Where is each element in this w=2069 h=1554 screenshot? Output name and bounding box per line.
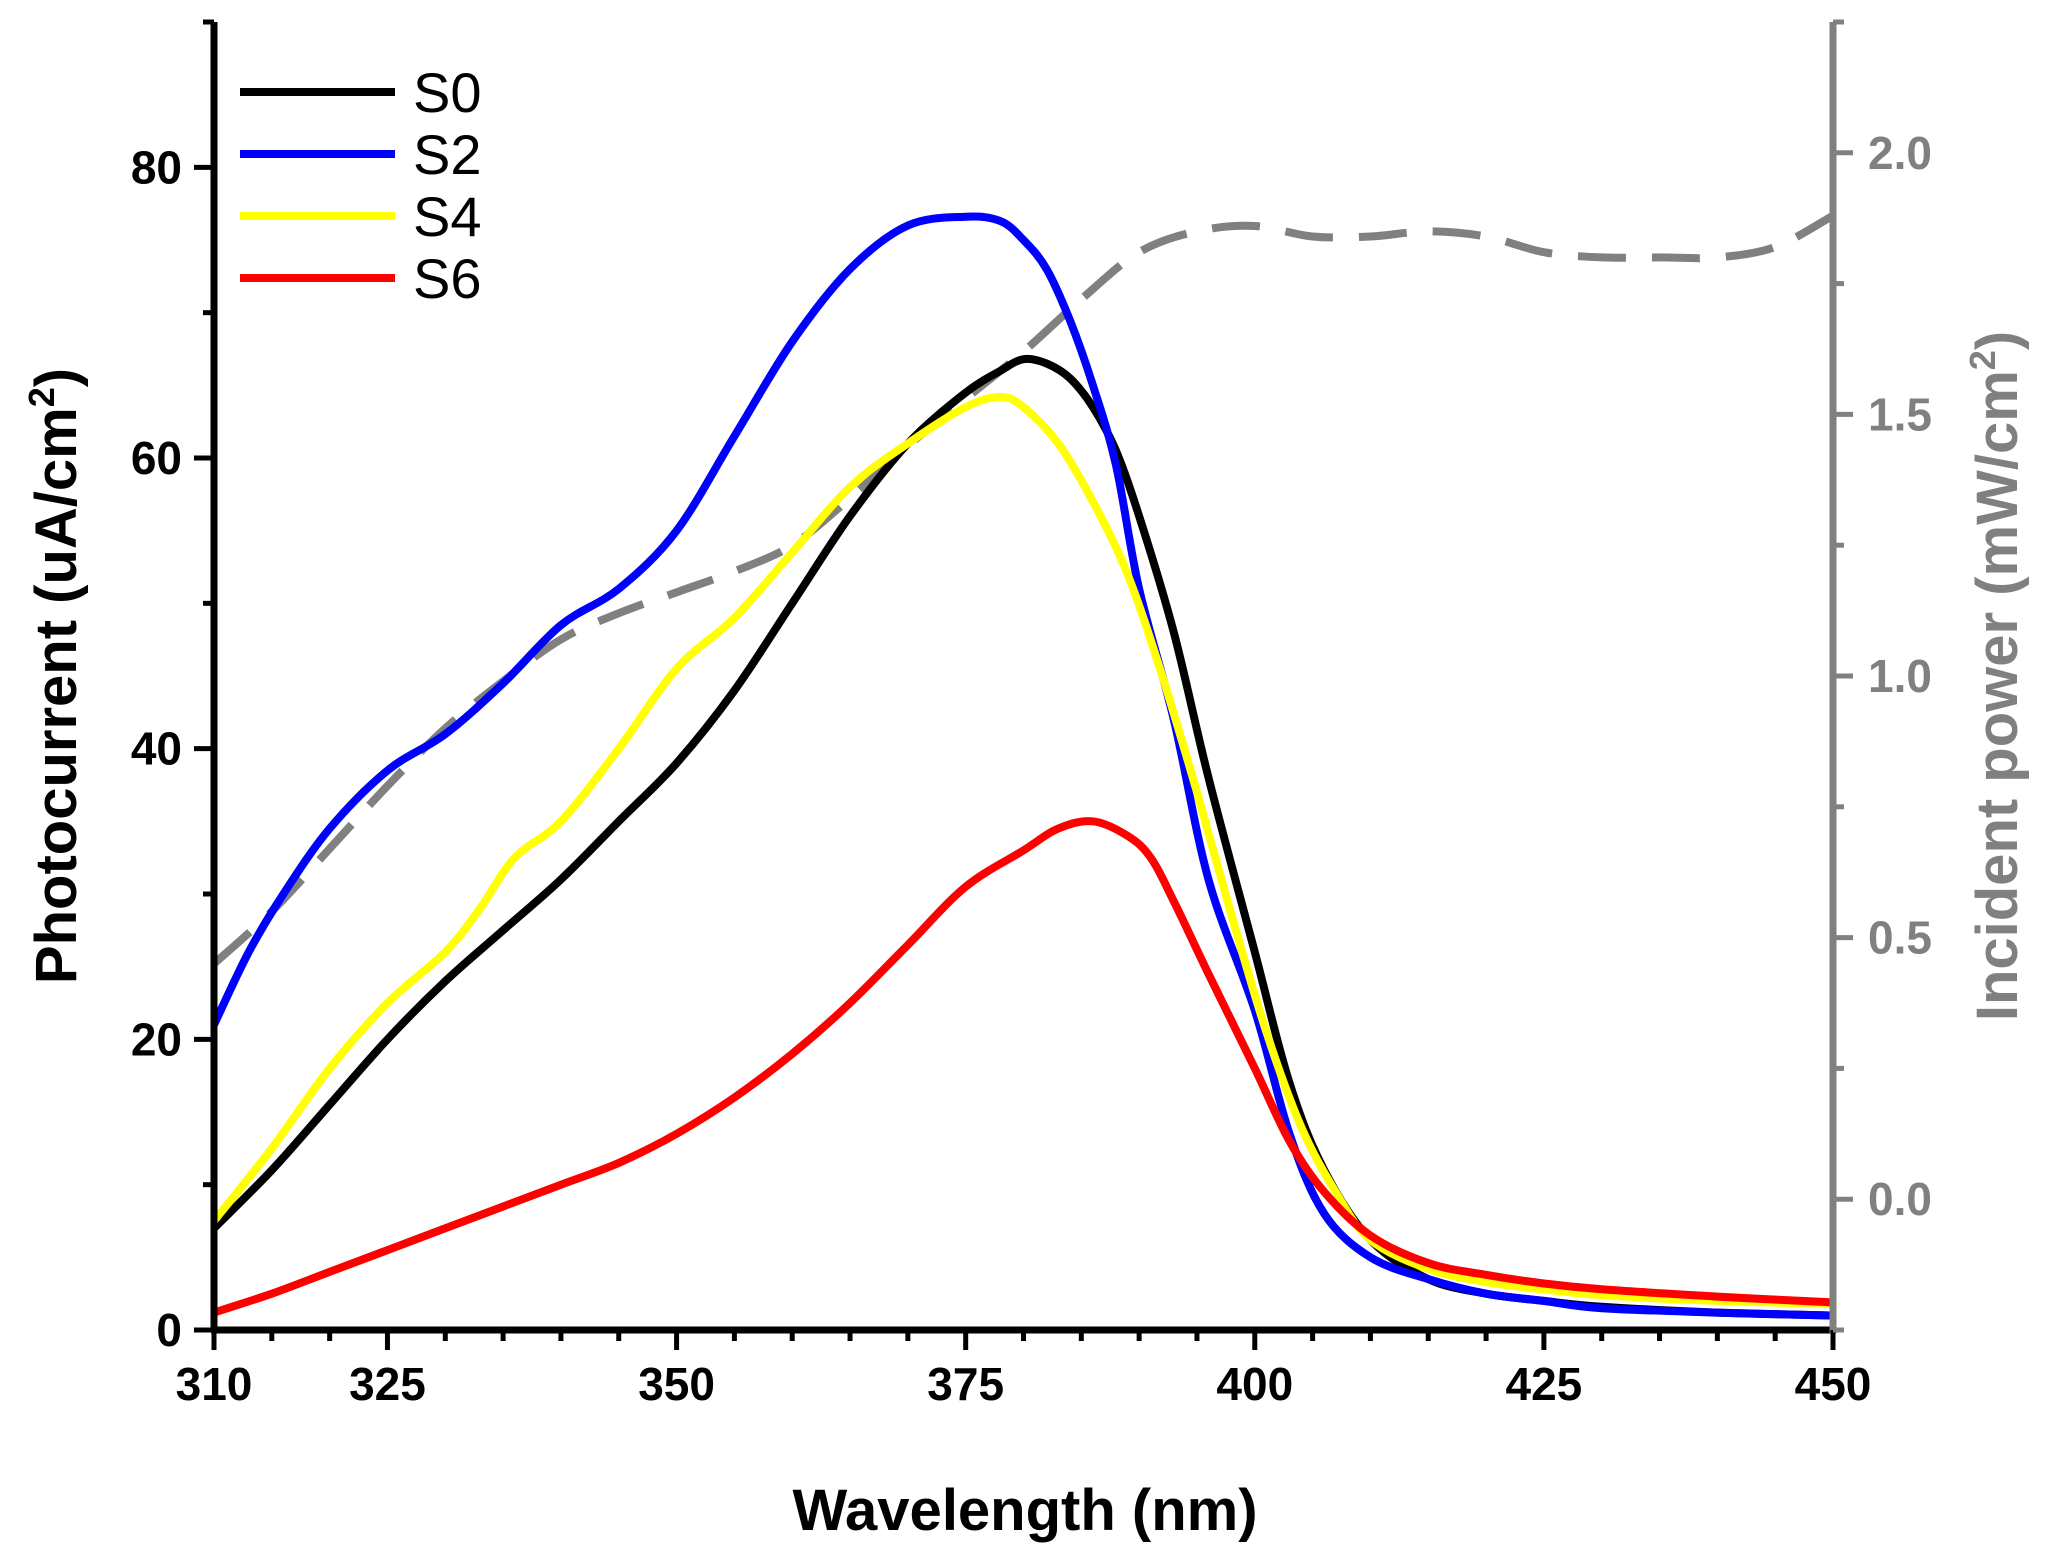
y-left-title-sup: 2	[21, 387, 62, 407]
y-left-title-end: )	[24, 368, 89, 387]
y-left-axis-title: Photocurrent (uA/cm2)	[21, 368, 89, 984]
series-line-s4	[214, 393, 1833, 1308]
series-layer	[214, 212, 1833, 1320]
series-line-s0	[214, 354, 1833, 1320]
y-right-title-end: )	[1965, 331, 2030, 350]
x-tick-label: 350	[638, 1358, 715, 1410]
y-left-tick-label: 80	[131, 141, 182, 193]
y-right-tick-label: 0.0	[1868, 1173, 1932, 1225]
x-tick-label: 310	[176, 1358, 253, 1410]
y-left-title-main: Photocurrent (uA/cm	[24, 407, 89, 984]
x-tick-label: 425	[1506, 1358, 1583, 1410]
legend-label-s2: S2	[413, 123, 482, 186]
legend-label-s4: S4	[413, 185, 482, 248]
legend-label-s6: S6	[413, 247, 482, 310]
ticks-layer: 310 325 350 375 400 425 450 0 20 40 60 80 0.0 0.5 1.0 1…	[131, 19, 1932, 1410]
y-left-tick-label: 20	[131, 1013, 182, 1065]
series-line-s2	[214, 212, 1833, 1320]
x-tick-label: 400	[1216, 1358, 1293, 1410]
y-right-title-main: Incident power (mW/cm	[1965, 370, 2030, 1021]
x-tick-label: 450	[1795, 1358, 1872, 1410]
y-right-tick-label: 0.5	[1868, 912, 1932, 964]
x-axis-title: Wavelength (nm)	[792, 1478, 1257, 1543]
x-tick-label: 325	[349, 1358, 426, 1410]
y-left-tick-label: 0	[156, 1304, 182, 1356]
y-right-title-sup: 2	[1962, 350, 2003, 370]
y-right-axis-title: Incident power (mW/cm2)	[1962, 331, 2030, 1021]
y-right-tick-label: 2.0	[1868, 127, 1932, 179]
y-right-tick-label: 1.0	[1868, 650, 1932, 702]
x-tick-label: 375	[927, 1358, 1004, 1410]
y-left-tick-label: 60	[131, 432, 182, 484]
series-line-s6	[214, 817, 1833, 1317]
legend-label-s0: S0	[413, 61, 482, 124]
y-left-tick-label: 40	[131, 723, 182, 775]
y-right-tick-label: 1.5	[1868, 388, 1932, 440]
